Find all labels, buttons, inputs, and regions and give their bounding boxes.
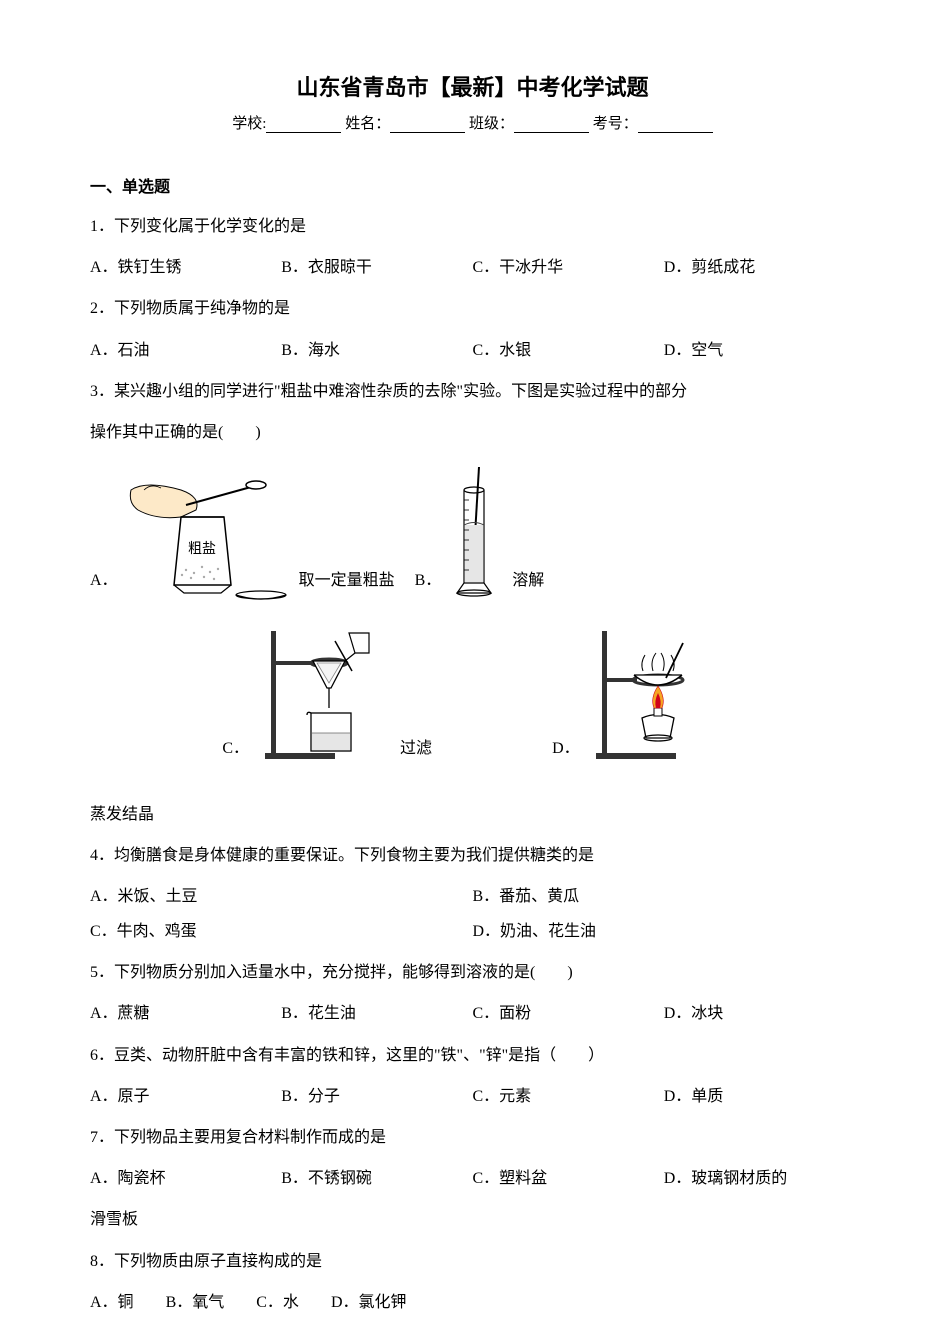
q5-stem: 5．下列物质分别加入适量水中，充分搅拌，能够得到溶液的是( ) [90,955,855,990]
q3-b-label: B． [415,563,442,598]
name-label: 姓名： [345,116,390,132]
q3-d-label: D． [552,731,580,766]
q3-opt-c: C． [222,623,432,781]
class-blank [514,115,589,133]
q8-stem: 8．下列物质由原子直接构成的是 [90,1244,855,1279]
examno-blank [638,115,713,133]
jar-label: 粗盐 [188,541,216,557]
q7-opt-c: C．塑料盆 [473,1161,664,1196]
q1-opt-a: A．铁钉生锈 [90,250,281,285]
q5-opt-a: A．蔗糖 [90,996,281,1031]
page-title: 山东省青岛市【最新】中考化学试题 [90,70,855,102]
q3-stem-line1: 3．某兴趣小组的同学进行"粗盐中难溶性杂质的去除"实验。下图是实验过程中的部分 [90,374,855,409]
q7-opt-d-line2: 滑雪板 [90,1202,855,1237]
q6-opt-c: C．元素 [473,1079,664,1114]
q4-opt-d: D．奶油、花生油 [473,914,856,949]
q1-opt-b: B．衣服晾干 [281,250,472,285]
name-blank [390,115,465,133]
q3-fig-b-cylinder-icon [449,465,504,613]
q6-opt-a: A．原子 [90,1079,281,1114]
q7-opt-a: A．陶瓷杯 [90,1161,281,1196]
q8-opt-a: A．铜 [90,1294,134,1311]
section-1-header: 一、单选题 [90,173,855,197]
q3-d-caption: 蒸发结晶 [90,797,855,832]
q4-options: A．米饭、土豆 B．番茄、黄瓜 C．牛肉、鸡蛋 D．奶油、花生油 [90,879,855,949]
q1-opt-c: C．干冰升华 [473,250,664,285]
q3-opt-a: A． [90,475,395,613]
q4-stem: 4．均衡膳食是身体健康的重要保证。下列食物主要为我们提供糖类的是 [90,838,855,873]
class-label: 班级： [469,116,514,132]
q1-stem: 1．下列变化属于化学变化的是 [90,209,855,244]
q5-opt-c: C．面粉 [473,996,664,1031]
school-label: 学校: [232,116,266,132]
q4-opt-a: A．米饭、土豆 [90,879,473,914]
q3-block: 3．某兴趣小组的同学进行"粗盐中难溶性杂质的去除"实验。下图是实验过程中的部分 … [90,374,855,832]
q5-opt-b: B．花生油 [281,996,472,1031]
q5-opt-d: D．冰块 [664,996,855,1031]
q3-stem-line2: 操作其中正确的是( ) [90,415,855,450]
q2-options: A．石油 B．海水 C．水银 D．空气 [90,333,855,368]
q2-stem: 2．下列物质属于纯净物的是 [90,291,855,326]
q3-c-label: C． [222,731,249,766]
q1-opt-d: D．剪纸成花 [664,250,855,285]
q3-a-caption: 取一定量粗盐 [299,563,395,598]
q3-opt-b: B． [415,465,545,613]
q2-opt-a: A．石油 [90,333,281,368]
school-blank [266,115,341,133]
q3-a-label: A． [90,563,118,598]
q6-stem: 6．豆类、动物肝脏中含有丰富的铁和锌，这里的"铁"、"锌"是指（ ） [90,1038,855,1073]
q6-options: A．原子 B．分子 C．元素 D．单质 [90,1079,855,1114]
q3-c-caption: 过滤 [400,731,432,766]
q2-opt-d: D．空气 [664,333,855,368]
q3-opt-d: D． [552,623,723,781]
q5-options: A．蔗糖 B．花生油 C．面粉 D．冰块 [90,996,855,1031]
q8-opt-b: B．氧气 [166,1294,225,1311]
q4-opt-c: C．牛肉、鸡蛋 [90,914,473,949]
q7-options: A．陶瓷杯 B．不锈钢碗 C．塑料盆 D．玻璃钢材质的 [90,1161,855,1196]
q7-opt-b: B．不锈钢碗 [281,1161,472,1196]
examno-label: 考号： [593,116,638,132]
q6-opt-b: B．分子 [281,1079,472,1114]
q2-opt-b: B．海水 [281,333,472,368]
q3-fig-c-filter-icon [257,623,392,781]
info-line: 学校: 姓名： 班级： 考号： [90,112,855,133]
q2-opt-c: C．水银 [473,333,664,368]
q8-options: A．铜 B．氧气 C．水 D．氯化钾 [90,1285,855,1320]
q3-fig-a-scoop-salt-icon: 粗盐 [126,475,291,613]
q4-opt-b: B．番茄、黄瓜 [473,879,856,914]
q8-opt-d: D．氯化钾 [331,1294,407,1311]
q7-stem: 7．下列物品主要用复合材料制作而成的是 [90,1120,855,1155]
q3-b-caption: 溶解 [512,563,544,598]
q3-fig-d-evaporate-icon [588,623,723,781]
q3-row-2: C． [90,623,855,781]
q1-options: A．铁钉生锈 B．衣服晾干 C．干冰升华 D．剪纸成花 [90,250,855,285]
q6-opt-d: D．单质 [664,1079,855,1114]
q3-row-1: A． [90,465,855,613]
q8-opt-c: C．水 [256,1294,299,1311]
q7-opt-d: D．玻璃钢材质的 [664,1161,855,1196]
